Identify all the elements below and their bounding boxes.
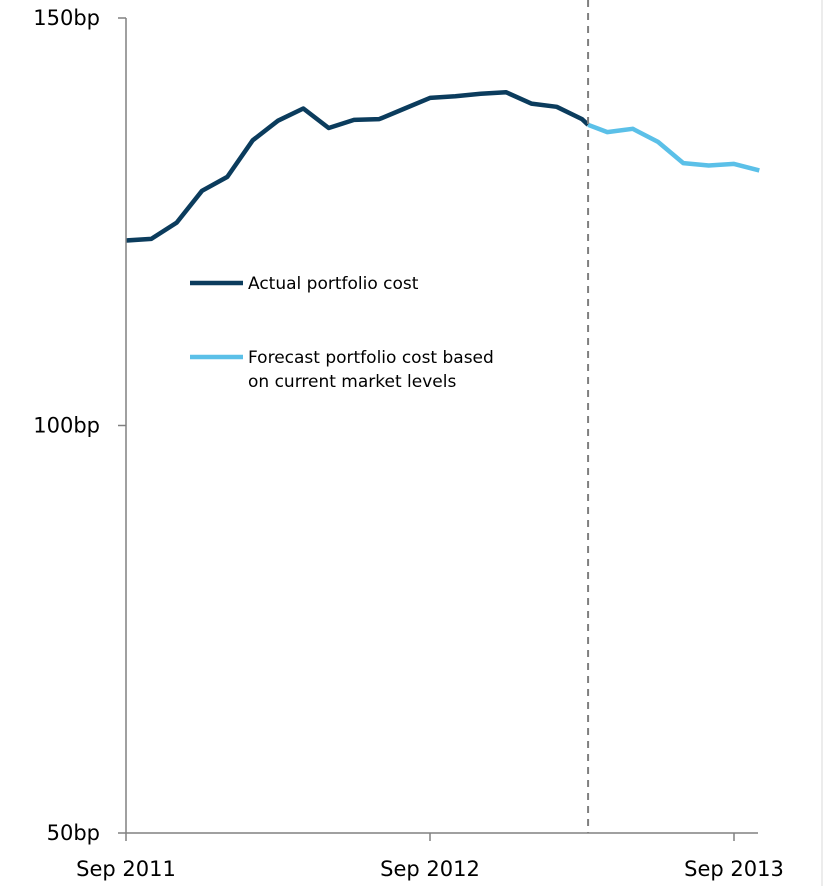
x-tick-label: Sep 2013 (684, 857, 784, 881)
y-tick-label: 150bp (33, 6, 100, 30)
legend-label: Forecast portfolio cost based (248, 348, 494, 368)
legend-label: Actual portfolio cost (248, 274, 419, 294)
x-tick-label: Sep 2012 (380, 857, 480, 881)
legend-label: on current market levels (248, 372, 456, 392)
y-tick-label: 100bp (33, 414, 100, 438)
legend: Actual portfolio cost Forecast portfolio … (190, 274, 494, 392)
axes: 150bp 100bp 50bp Sep 2011 Sep 2012 Sep 2013 (33, 6, 784, 881)
x-tick-label: Sep 2011 (76, 857, 176, 881)
right-edge-border (821, 0, 823, 886)
y-tick-label: 50bp (47, 821, 100, 845)
series-layer (125, 89, 760, 243)
forecast-portfolio-cost-line (587, 122, 760, 173)
actual-portfolio-cost-line (125, 89, 590, 243)
